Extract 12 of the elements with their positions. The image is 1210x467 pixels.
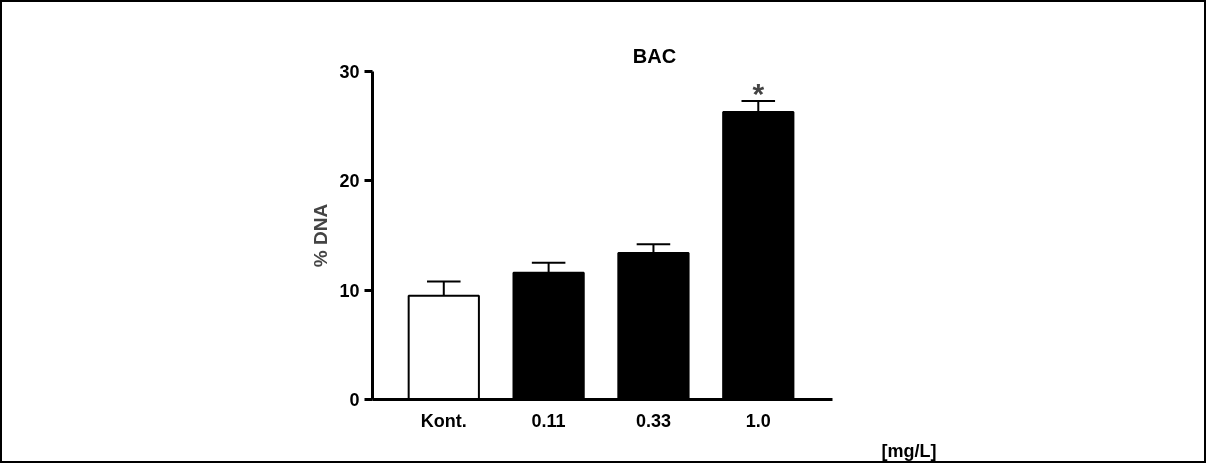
- y-tick-label: 10: [339, 280, 360, 301]
- annotation: *: [752, 77, 765, 110]
- x-tick-label: 1.0: [745, 410, 771, 431]
- x-axis-title: [mg/L]: [881, 440, 937, 461]
- chart-title: BAC: [632, 44, 677, 67]
- x-tick-label: Kont.: [420, 410, 467, 431]
- x-tick-label: 0.11: [531, 410, 566, 431]
- y-tick-label: 30: [339, 62, 360, 82]
- y-tick-label: 0: [349, 390, 360, 410]
- x-tick-label: 0.33: [635, 410, 671, 431]
- y-axis-title: % DNA: [310, 203, 332, 268]
- y-tick-label: 20: [339, 171, 360, 192]
